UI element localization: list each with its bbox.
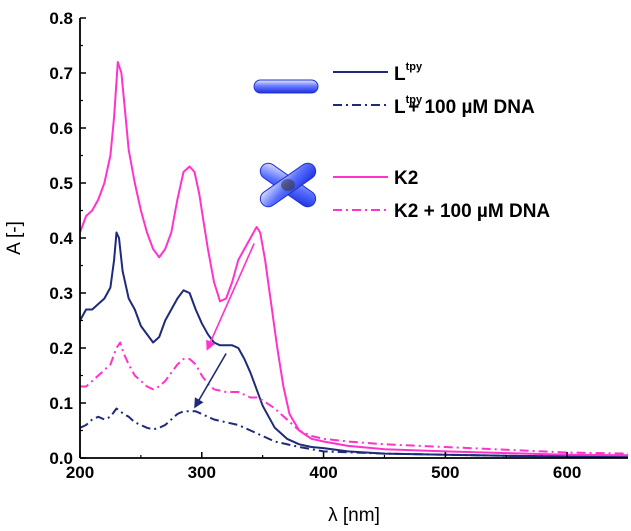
- y-tick-label-6: 0.6: [49, 119, 73, 138]
- rod-shape-icon: [253, 79, 319, 94]
- y-tick-label-5: 0.5: [49, 174, 73, 193]
- series-line-0: [80, 231, 628, 458]
- legend-label-k2: K2: [394, 168, 418, 189]
- y-tick-label-7: 0.7: [49, 64, 73, 83]
- annotation-arrow-0: [206, 243, 255, 351]
- y-tick-label-1: 0.1: [49, 394, 73, 413]
- cross-shape-icon: [259, 162, 317, 208]
- y-tick-label-0: 0.0: [49, 449, 73, 468]
- annotation-arrows: [194, 243, 255, 409]
- series-line-2: [80, 61, 628, 457]
- axes: 200 300 400 500 600 0.0 0.1 0.2 0.3 0.4 0.5 0.6 0.7 0…: [49, 9, 628, 482]
- x-tick-label-0: 200: [66, 463, 94, 482]
- y-axis-title: A [-]: [4, 221, 25, 255]
- legend-label-ltpy-dna: Ltpy+ 100 µM DNA: [394, 94, 535, 118]
- legend: Ltpy Ltpy+ 100 µM DNA K2 K2 + 100 µM DNA: [253, 61, 550, 222]
- series-line-3: [80, 341, 628, 455]
- y-tick-label-8: 0.8: [49, 9, 73, 28]
- x-axis-title: λ [nm]: [328, 505, 380, 526]
- series-layer: [80, 61, 628, 458]
- x-tick-label-4: 600: [553, 463, 581, 482]
- x-tick-label-3: 500: [431, 463, 459, 482]
- y-tick-label-3: 0.3: [49, 284, 73, 303]
- x-tick-label-2: 400: [309, 463, 337, 482]
- y-tick-label-2: 0.2: [49, 339, 73, 358]
- legend-label-k2-dna: K2 + 100 µM DNA: [394, 201, 550, 222]
- x-tick-label-1: 300: [188, 463, 216, 482]
- y-tick-label-4: 0.4: [49, 229, 73, 248]
- annotation-arrow-1: [194, 353, 227, 409]
- series-line-1: [80, 407, 628, 458]
- legend-label-ltpy: Ltpy: [394, 61, 423, 85]
